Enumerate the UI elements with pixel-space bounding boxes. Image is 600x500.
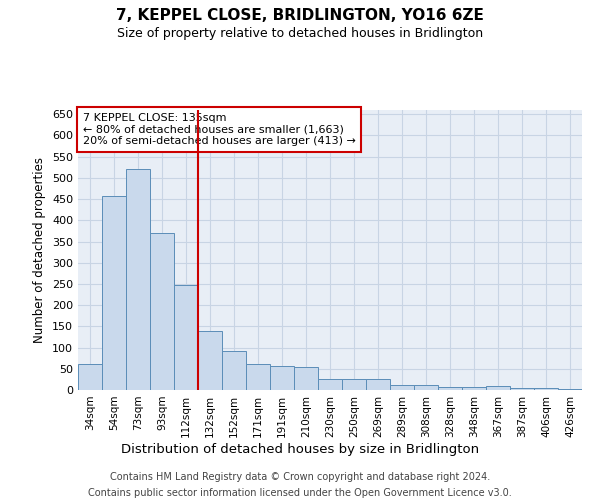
Bar xyxy=(510,388,534,390)
Bar xyxy=(534,388,558,390)
Bar xyxy=(438,388,462,390)
Bar xyxy=(174,285,198,390)
Bar xyxy=(414,385,438,390)
Bar xyxy=(126,169,150,390)
Bar xyxy=(318,379,342,390)
Bar xyxy=(390,386,414,390)
Bar xyxy=(102,196,126,390)
Bar xyxy=(366,379,390,390)
Bar xyxy=(462,388,486,390)
Text: Size of property relative to detached houses in Bridlington: Size of property relative to detached ho… xyxy=(117,28,483,40)
Bar xyxy=(78,364,102,390)
Bar xyxy=(486,386,510,390)
Text: 7 KEPPEL CLOSE: 135sqm
← 80% of detached houses are smaller (1,663)
20% of semi-: 7 KEPPEL CLOSE: 135sqm ← 80% of detached… xyxy=(83,113,356,146)
Bar xyxy=(246,364,270,390)
Bar xyxy=(558,388,582,390)
Text: 7, KEPPEL CLOSE, BRIDLINGTON, YO16 6ZE: 7, KEPPEL CLOSE, BRIDLINGTON, YO16 6ZE xyxy=(116,8,484,22)
Text: Distribution of detached houses by size in Bridlington: Distribution of detached houses by size … xyxy=(121,442,479,456)
Bar xyxy=(222,351,246,390)
Text: Contains public sector information licensed under the Open Government Licence v3: Contains public sector information licen… xyxy=(88,488,512,498)
Bar xyxy=(270,366,294,390)
Bar xyxy=(342,379,366,390)
Bar xyxy=(198,331,222,390)
Text: Contains HM Land Registry data © Crown copyright and database right 2024.: Contains HM Land Registry data © Crown c… xyxy=(110,472,490,482)
Bar xyxy=(294,366,318,390)
Bar xyxy=(150,233,174,390)
Y-axis label: Number of detached properties: Number of detached properties xyxy=(34,157,46,343)
